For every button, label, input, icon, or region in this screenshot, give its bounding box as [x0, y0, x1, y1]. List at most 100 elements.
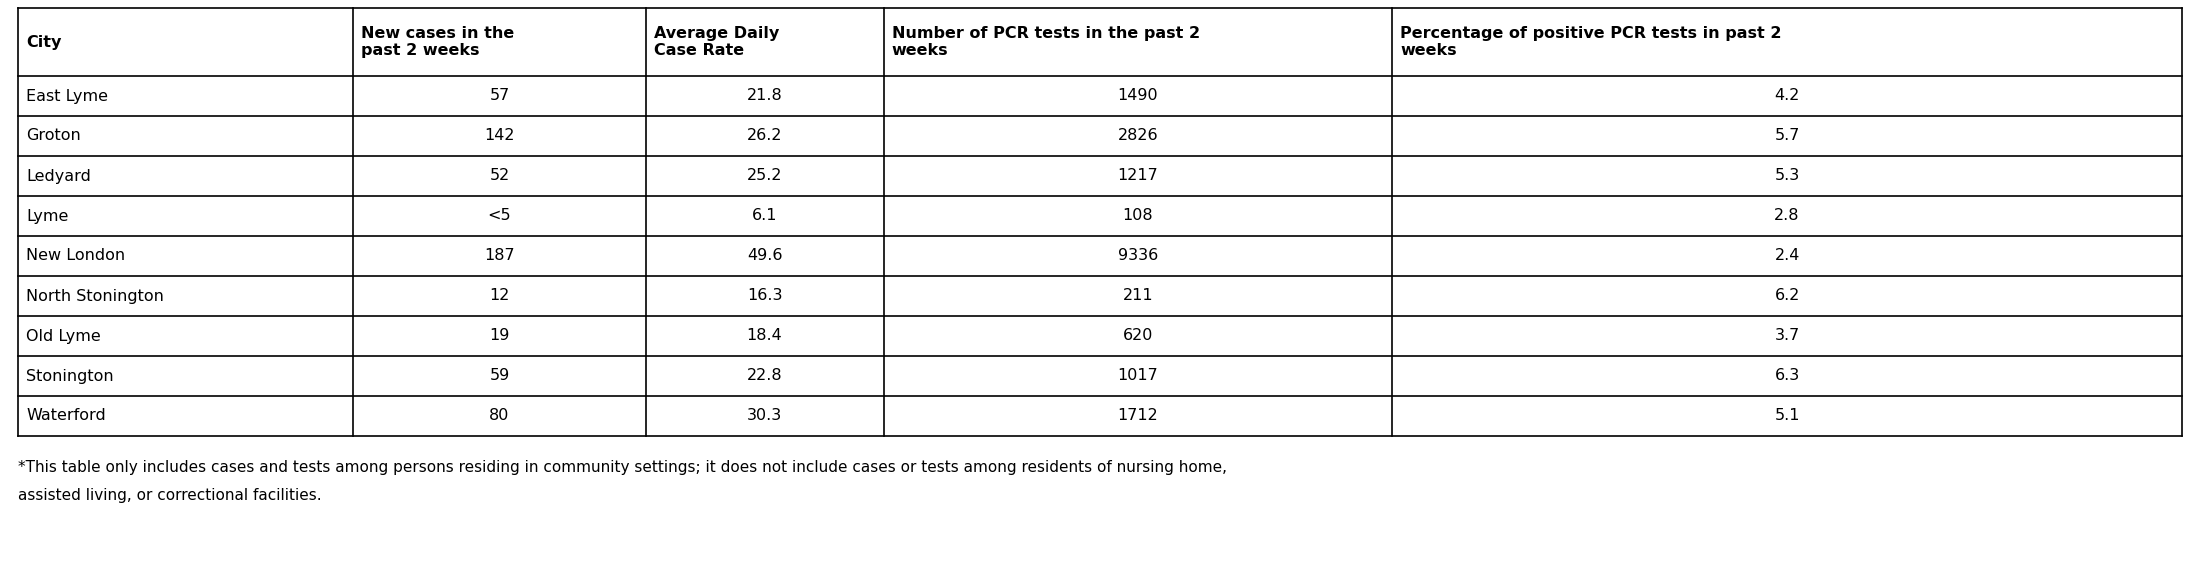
Bar: [354, 276, 645, 316]
Bar: [1393, 316, 2182, 356]
Text: Stonington: Stonington: [26, 369, 114, 384]
Text: East Lyme: East Lyme: [26, 89, 108, 103]
Bar: [645, 196, 884, 236]
Text: 18.4: 18.4: [746, 328, 783, 343]
Text: 108: 108: [1122, 208, 1153, 224]
Bar: [18, 316, 354, 356]
Text: 620: 620: [1122, 328, 1153, 343]
Bar: [884, 196, 1393, 236]
Text: 142: 142: [484, 128, 515, 144]
Bar: [645, 116, 884, 156]
Bar: [354, 76, 645, 116]
Bar: [884, 236, 1393, 276]
Text: 57: 57: [488, 89, 510, 103]
Text: Lyme: Lyme: [26, 208, 68, 224]
Text: 5.3: 5.3: [1775, 169, 1800, 183]
Text: North Stonington: North Stonington: [26, 288, 163, 304]
Bar: [354, 316, 645, 356]
Bar: [645, 276, 884, 316]
Bar: [645, 156, 884, 196]
Text: 25.2: 25.2: [746, 169, 783, 183]
Bar: [884, 356, 1393, 396]
Text: Waterford: Waterford: [26, 408, 106, 423]
Text: 19: 19: [488, 328, 510, 343]
Bar: [354, 356, 645, 396]
Text: 1217: 1217: [1118, 169, 1157, 183]
Bar: [884, 276, 1393, 316]
Text: 5.1: 5.1: [1775, 408, 1800, 423]
Text: 1017: 1017: [1118, 369, 1157, 384]
Text: 21.8: 21.8: [746, 89, 783, 103]
Text: New London: New London: [26, 249, 125, 263]
Bar: [18, 236, 354, 276]
Text: 1712: 1712: [1118, 408, 1157, 423]
Bar: [18, 156, 354, 196]
Bar: [18, 276, 354, 316]
Bar: [1393, 76, 2182, 116]
Text: 9336: 9336: [1118, 249, 1157, 263]
Bar: [645, 76, 884, 116]
Bar: [1393, 116, 2182, 156]
Bar: [354, 116, 645, 156]
Text: *This table only includes cases and tests among persons residing in community se: *This table only includes cases and test…: [18, 460, 1228, 475]
Bar: [18, 396, 354, 436]
Text: Old Lyme: Old Lyme: [26, 328, 101, 343]
Bar: [18, 76, 354, 116]
Text: 187: 187: [484, 249, 515, 263]
Text: <5: <5: [488, 208, 510, 224]
Text: Ledyard: Ledyard: [26, 169, 90, 183]
Text: 12: 12: [488, 288, 510, 304]
Text: 26.2: 26.2: [746, 128, 783, 144]
Bar: [1393, 196, 2182, 236]
Text: 211: 211: [1122, 288, 1153, 304]
Bar: [354, 396, 645, 436]
Text: 6.3: 6.3: [1775, 369, 1800, 384]
Bar: [1393, 236, 2182, 276]
Bar: [645, 396, 884, 436]
Text: 49.6: 49.6: [746, 249, 783, 263]
Text: Percentage of positive PCR tests in past 2
weeks: Percentage of positive PCR tests in past…: [1399, 26, 1782, 58]
Bar: [354, 8, 645, 76]
Bar: [18, 116, 354, 156]
Text: 16.3: 16.3: [746, 288, 783, 304]
Bar: [18, 356, 354, 396]
Bar: [884, 8, 1393, 76]
Text: 3.7: 3.7: [1775, 328, 1800, 343]
Bar: [1393, 276, 2182, 316]
Text: New cases in the
past 2 weeks: New cases in the past 2 weeks: [361, 26, 515, 58]
Text: 1490: 1490: [1118, 89, 1157, 103]
Bar: [884, 396, 1393, 436]
Text: 2.4: 2.4: [1775, 249, 1800, 263]
Bar: [1393, 396, 2182, 436]
Text: 4.2: 4.2: [1775, 89, 1800, 103]
Bar: [1393, 156, 2182, 196]
Bar: [645, 356, 884, 396]
Bar: [18, 8, 354, 76]
Text: 59: 59: [488, 369, 510, 384]
Bar: [354, 196, 645, 236]
Bar: [354, 156, 645, 196]
Text: 22.8: 22.8: [746, 369, 783, 384]
Bar: [884, 76, 1393, 116]
Text: 30.3: 30.3: [748, 408, 783, 423]
Bar: [884, 156, 1393, 196]
Text: 2.8: 2.8: [1775, 208, 1800, 224]
Bar: [354, 236, 645, 276]
Bar: [18, 196, 354, 236]
Bar: [1393, 356, 2182, 396]
Text: 80: 80: [488, 408, 510, 423]
Text: 6.2: 6.2: [1775, 288, 1800, 304]
Bar: [884, 316, 1393, 356]
Text: City: City: [26, 34, 62, 50]
Text: Number of PCR tests in the past 2
weeks: Number of PCR tests in the past 2 weeks: [891, 26, 1199, 58]
Text: 52: 52: [488, 169, 510, 183]
Bar: [645, 316, 884, 356]
Text: Average Daily
Case Rate: Average Daily Case Rate: [653, 26, 779, 58]
Bar: [884, 116, 1393, 156]
Text: assisted living, or correctional facilities.: assisted living, or correctional facilit…: [18, 488, 321, 503]
Bar: [1393, 8, 2182, 76]
Text: Groton: Groton: [26, 128, 81, 144]
Text: 5.7: 5.7: [1775, 128, 1800, 144]
Bar: [645, 236, 884, 276]
Text: 2826: 2826: [1118, 128, 1157, 144]
